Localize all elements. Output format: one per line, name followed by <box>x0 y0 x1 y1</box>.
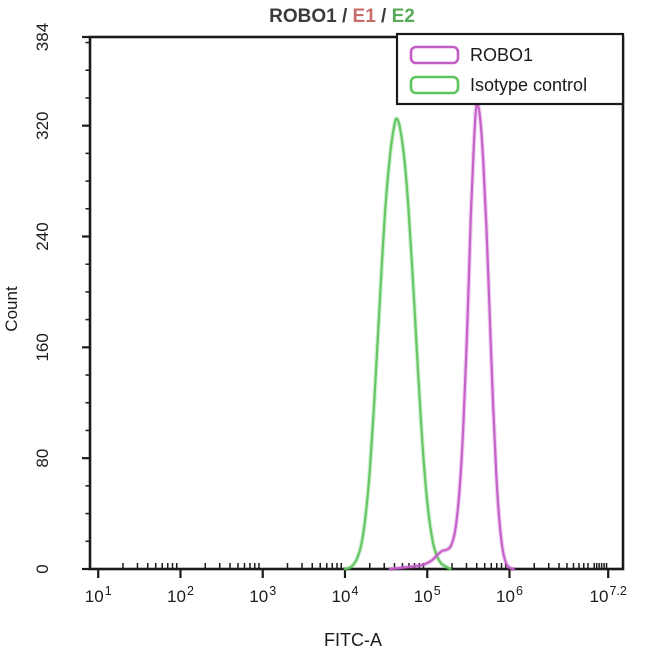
y-tick-label: 80 <box>33 449 52 468</box>
x-tick-label: 106 <box>496 584 523 606</box>
legend-item-isotype: Isotype control <box>409 75 587 95</box>
legend-label-robo1: ROBO1 <box>470 45 533 65</box>
y-tick-label: 320 <box>33 111 52 139</box>
chart-title-sample: ROBO1 / <box>269 6 352 27</box>
legend: ROBO1 Isotype control <box>395 32 625 106</box>
x-tick-label: 102 <box>167 584 194 606</box>
y-tick-label: 160 <box>33 333 52 361</box>
chart-title: ROBO1 / E1 / E2 <box>269 6 415 27</box>
x-tick-label: 101 <box>85 584 112 606</box>
chart-title-slash: / <box>376 6 392 27</box>
plot-area <box>88 35 625 571</box>
chart-title-e2: E2 <box>392 6 415 27</box>
x-axis-ticks: 101 102 103 104 105 106 107.2 <box>85 563 627 606</box>
legend-label-isotype: Isotype control <box>470 75 587 95</box>
x-tick-label: 105 <box>414 584 441 606</box>
legend-swatch-isotype <box>409 75 460 95</box>
chart-title-e1: E1 <box>353 6 377 27</box>
x-tick-label: 107.2 <box>590 584 627 606</box>
y-tick-label: 240 <box>33 222 52 250</box>
legend-item-robo1: ROBO1 <box>409 45 533 65</box>
curve-isotype-control <box>343 117 452 571</box>
y-axis-label: Count <box>2 286 21 332</box>
y-tick-label: 0 <box>33 564 52 573</box>
x-tick-label: 104 <box>332 584 359 606</box>
x-axis-label: FITC-A <box>324 630 382 650</box>
y-tick-label: 384 <box>33 23 52 51</box>
x-tick-label: 103 <box>249 584 276 606</box>
legend-swatch-robo1 <box>409 45 460 65</box>
curve-robo1 <box>389 102 515 571</box>
histogram-curves <box>342 101 516 572</box>
y-axis-ticks: 0 80 160 240 320 384 <box>33 23 90 574</box>
